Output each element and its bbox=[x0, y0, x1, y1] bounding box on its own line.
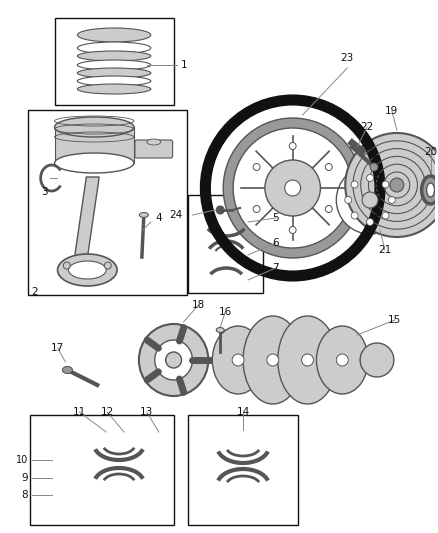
Ellipse shape bbox=[325, 206, 332, 213]
Ellipse shape bbox=[253, 206, 260, 213]
Bar bbox=[28, 110, 187, 295]
Ellipse shape bbox=[360, 343, 394, 377]
Ellipse shape bbox=[78, 51, 151, 61]
Ellipse shape bbox=[232, 354, 244, 366]
Text: 4: 4 bbox=[156, 213, 162, 223]
Ellipse shape bbox=[434, 176, 438, 194]
Ellipse shape bbox=[289, 227, 296, 233]
Ellipse shape bbox=[389, 197, 396, 204]
Text: 2: 2 bbox=[32, 287, 39, 297]
Bar bbox=[188, 415, 298, 525]
Ellipse shape bbox=[351, 181, 358, 188]
Text: 1: 1 bbox=[180, 60, 187, 70]
Text: 9: 9 bbox=[21, 473, 28, 483]
Text: 24: 24 bbox=[170, 210, 183, 220]
Ellipse shape bbox=[267, 354, 279, 366]
Bar bbox=[55, 127, 134, 163]
Text: 18: 18 bbox=[192, 300, 205, 310]
Ellipse shape bbox=[317, 326, 368, 394]
Text: 11: 11 bbox=[73, 407, 86, 417]
Ellipse shape bbox=[345, 133, 438, 237]
Ellipse shape bbox=[166, 352, 182, 368]
Ellipse shape bbox=[336, 354, 348, 366]
Ellipse shape bbox=[265, 160, 321, 216]
Ellipse shape bbox=[278, 316, 337, 404]
Ellipse shape bbox=[289, 142, 296, 149]
Ellipse shape bbox=[367, 174, 374, 182]
Ellipse shape bbox=[345, 197, 352, 204]
Ellipse shape bbox=[351, 212, 358, 219]
FancyBboxPatch shape bbox=[135, 140, 173, 158]
Ellipse shape bbox=[223, 118, 362, 258]
Ellipse shape bbox=[367, 219, 374, 225]
Ellipse shape bbox=[216, 327, 224, 333]
Ellipse shape bbox=[155, 340, 192, 380]
Text: 19: 19 bbox=[385, 106, 399, 116]
Text: 17: 17 bbox=[51, 343, 64, 353]
Ellipse shape bbox=[139, 213, 148, 217]
Text: 16: 16 bbox=[219, 307, 232, 317]
Text: 23: 23 bbox=[341, 53, 354, 63]
Ellipse shape bbox=[216, 206, 224, 214]
Text: 10: 10 bbox=[16, 455, 28, 465]
Ellipse shape bbox=[63, 367, 72, 374]
Ellipse shape bbox=[422, 176, 438, 204]
Ellipse shape bbox=[68, 261, 106, 279]
Bar bbox=[55, 18, 173, 105]
Ellipse shape bbox=[55, 153, 134, 173]
Ellipse shape bbox=[78, 28, 151, 42]
Text: 8: 8 bbox=[21, 490, 28, 500]
Text: 13: 13 bbox=[140, 407, 153, 417]
Ellipse shape bbox=[370, 163, 378, 171]
Text: 7: 7 bbox=[272, 263, 279, 273]
Text: 21: 21 bbox=[378, 245, 392, 255]
Ellipse shape bbox=[336, 166, 404, 234]
Ellipse shape bbox=[64, 262, 70, 269]
Ellipse shape bbox=[362, 192, 378, 208]
Ellipse shape bbox=[212, 326, 264, 394]
Ellipse shape bbox=[382, 212, 389, 219]
Ellipse shape bbox=[325, 164, 332, 171]
Ellipse shape bbox=[78, 84, 151, 94]
Ellipse shape bbox=[427, 183, 434, 197]
Ellipse shape bbox=[104, 262, 111, 269]
Text: 5: 5 bbox=[272, 213, 279, 223]
Ellipse shape bbox=[139, 324, 208, 396]
Ellipse shape bbox=[57, 254, 117, 286]
Ellipse shape bbox=[390, 178, 404, 192]
Ellipse shape bbox=[78, 60, 151, 70]
Ellipse shape bbox=[253, 164, 260, 171]
Ellipse shape bbox=[285, 180, 300, 196]
Text: 20: 20 bbox=[424, 147, 437, 157]
Bar bbox=[30, 415, 173, 525]
Ellipse shape bbox=[382, 181, 389, 188]
Ellipse shape bbox=[78, 76, 151, 86]
Text: 3: 3 bbox=[41, 187, 48, 197]
Text: 15: 15 bbox=[388, 315, 402, 325]
Ellipse shape bbox=[55, 117, 134, 137]
Text: 6: 6 bbox=[272, 238, 279, 248]
Ellipse shape bbox=[147, 139, 161, 145]
Bar bbox=[188, 195, 263, 293]
Text: 14: 14 bbox=[237, 407, 250, 417]
Ellipse shape bbox=[233, 128, 352, 248]
Text: 22: 22 bbox=[360, 122, 374, 132]
Ellipse shape bbox=[78, 68, 151, 78]
Polygon shape bbox=[74, 177, 99, 265]
Ellipse shape bbox=[302, 354, 314, 366]
Ellipse shape bbox=[243, 316, 303, 404]
Text: 12: 12 bbox=[101, 407, 114, 417]
Ellipse shape bbox=[78, 42, 151, 54]
